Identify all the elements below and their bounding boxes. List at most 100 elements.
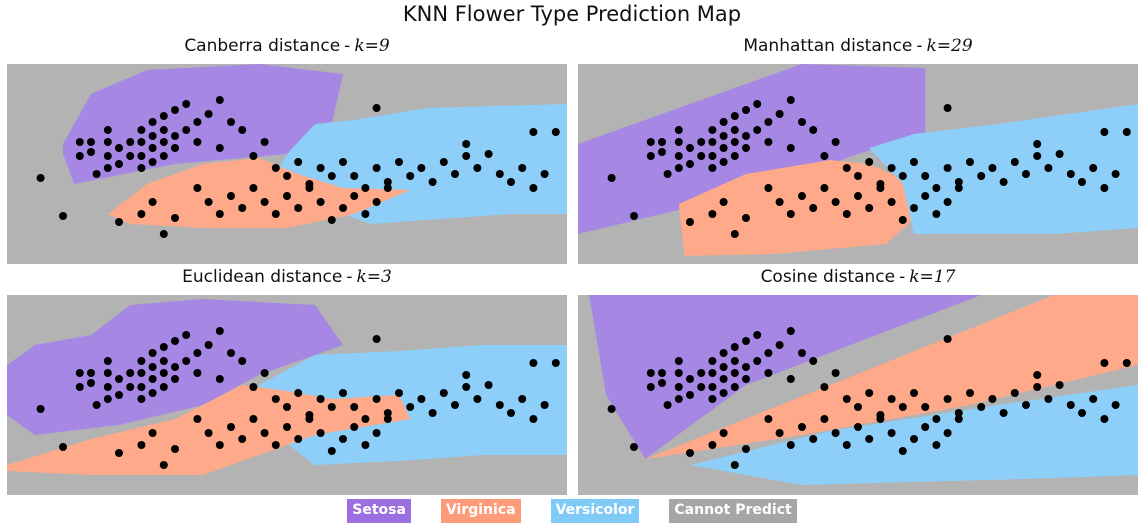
k-value-label: k=9 (354, 36, 390, 56)
sample-point (103, 126, 112, 134)
sample-point (988, 164, 997, 172)
sample-point (115, 144, 123, 152)
sample-point (876, 415, 885, 423)
sample-point (831, 369, 840, 377)
sample-point (327, 216, 336, 224)
sample-point (1078, 178, 1086, 186)
sample-point (204, 110, 213, 118)
sample-point (159, 152, 168, 160)
sample-point (786, 441, 795, 449)
sample-point (204, 429, 213, 437)
sample-point (372, 335, 381, 343)
sample-point (764, 415, 773, 423)
sample-point (798, 118, 806, 126)
sample-point (898, 447, 907, 455)
panel-title-text: Canberra distance (184, 36, 341, 56)
sample-point (103, 369, 112, 377)
sample-point (484, 150, 493, 158)
sample-point (865, 204, 874, 212)
sample-point (697, 383, 706, 391)
sample-point (932, 441, 941, 449)
sample-point (764, 138, 773, 146)
sample-point (674, 383, 683, 391)
sample-point (977, 403, 986, 411)
sample-point (126, 152, 135, 160)
sample-point (1010, 389, 1019, 397)
sample-point (137, 138, 146, 146)
sample-point (719, 158, 728, 166)
sample-point (215, 441, 224, 449)
sample-point (59, 443, 67, 451)
sample-point (1033, 383, 1042, 391)
sample-point (462, 152, 471, 160)
sample-point (943, 395, 952, 403)
sample-point (327, 172, 336, 180)
sample-point (775, 429, 784, 437)
title-separator: - (899, 267, 906, 287)
sample-point (171, 375, 179, 383)
sample-point (943, 104, 952, 112)
sample-point (809, 204, 818, 212)
sample-point (1022, 401, 1030, 409)
sample-point (742, 337, 750, 345)
sample-point (87, 148, 95, 156)
sample-point (75, 369, 84, 377)
sample-point (753, 357, 762, 365)
sample-point (137, 164, 146, 172)
sample-point (507, 409, 515, 417)
sample-point (646, 369, 655, 377)
sample-point (842, 441, 851, 449)
sample-point (954, 415, 963, 423)
sample-point (1100, 128, 1109, 136)
sample-point (730, 112, 739, 120)
prediction-map-euclidean (7, 295, 567, 495)
sample-point (798, 349, 806, 357)
sample-point (708, 395, 717, 403)
sample-point (1111, 401, 1120, 409)
sample-point (686, 160, 694, 168)
sample-point (842, 210, 851, 218)
sample-point (238, 204, 247, 212)
sample-point (171, 337, 179, 345)
sample-point (854, 423, 862, 431)
sample-point (171, 144, 179, 152)
sample-point (646, 152, 655, 160)
region-setosa (589, 295, 982, 459)
sample-point (663, 401, 672, 409)
sample-point (271, 395, 280, 403)
sample-point (103, 395, 112, 403)
sample-point (887, 198, 896, 206)
sample-point (1044, 395, 1053, 403)
sample-point (171, 445, 179, 453)
sample-point (921, 403, 930, 411)
sample-point (316, 395, 325, 403)
sample-point (462, 140, 471, 148)
sample-point (75, 152, 84, 160)
sample-point (630, 212, 638, 220)
sample-point (495, 170, 504, 178)
sample-point (854, 403, 862, 411)
sample-point (663, 170, 672, 178)
sample-point (159, 383, 168, 391)
sample-point (1055, 150, 1064, 158)
sample-point (809, 126, 818, 134)
sample-point (103, 138, 112, 146)
sample-point (316, 198, 325, 206)
sample-point (171, 363, 179, 371)
sample-point (775, 341, 784, 349)
sample-point (193, 415, 202, 423)
sample-point (719, 132, 728, 140)
sample-point (730, 343, 739, 351)
sample-point (529, 415, 538, 423)
legend: Setosa Virginica Versicolor Cannot Predi… (0, 499, 1144, 523)
sample-point (159, 126, 168, 134)
sample-point (148, 349, 157, 357)
sample-point (395, 389, 403, 397)
sample-point (339, 158, 347, 166)
sample-point (708, 164, 717, 172)
sample-point (708, 138, 717, 146)
sample-point (137, 126, 146, 134)
sample-point (193, 118, 202, 126)
sample-point (854, 172, 862, 180)
sample-point (910, 204, 918, 212)
